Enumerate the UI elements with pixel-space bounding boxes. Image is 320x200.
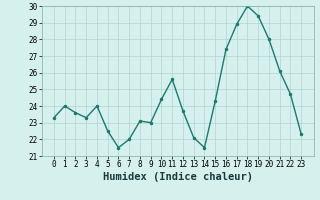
X-axis label: Humidex (Indice chaleur): Humidex (Indice chaleur) [103, 172, 252, 182]
